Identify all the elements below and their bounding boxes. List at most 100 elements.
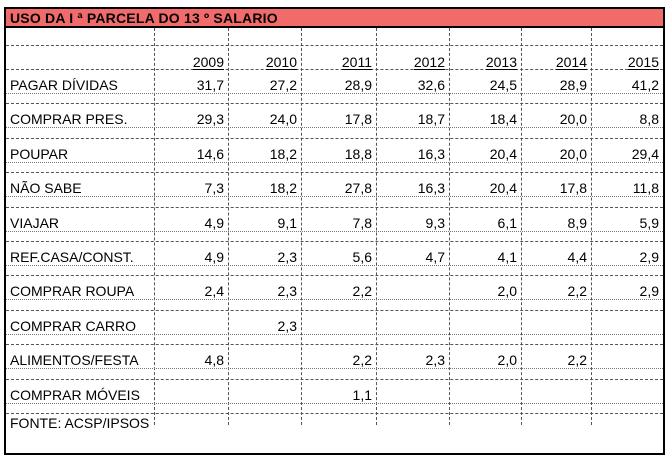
year-header: 2014	[555, 54, 587, 70]
row-label: POUPAR	[10, 145, 69, 162]
row-label: COMPRAR PRES.	[10, 111, 128, 128]
data-cell: 2,0	[497, 352, 517, 369]
data-cell: 20,0	[559, 111, 587, 128]
data-cell: 31,7	[196, 77, 224, 93]
data-cell: 32,6	[417, 77, 445, 93]
row-divider	[6, 402, 663, 404]
row-label: ALIMENTOS/FESTA	[10, 352, 139, 369]
data-cell: 24,0	[269, 111, 297, 128]
year-header: 2010	[265, 54, 297, 70]
data-cell: 4,9	[204, 249, 224, 265]
data-cell: 2,2	[352, 352, 372, 369]
row-divider	[6, 299, 663, 301]
year-header: 2013	[485, 54, 517, 70]
row-divider	[6, 69, 663, 70]
data-cell: 2,3	[425, 352, 445, 369]
table-title: USO DA I ª PARCELA DO 13 º SALARIO	[10, 10, 278, 26]
column-divider	[154, 28, 155, 425]
data-cell: 9,1	[277, 214, 297, 231]
data-cell: 2,9	[639, 283, 659, 300]
row-label: REF.CASA/CONST.	[10, 249, 134, 265]
row-divider	[6, 161, 663, 163]
data-cell: 16,3	[417, 180, 445, 197]
data-cell: 4,1	[497, 249, 517, 265]
data-cell: 29,4	[631, 145, 659, 162]
column-divider	[449, 28, 450, 425]
data-cell: 18,4	[489, 111, 517, 128]
row-divider	[6, 275, 663, 277]
data-cell: 41,2	[631, 77, 659, 93]
row-label: PAGAR DÍVIDAS	[10, 77, 118, 93]
row-divider	[6, 127, 663, 129]
data-cell: 18,7	[417, 111, 445, 128]
column-divider	[376, 28, 377, 425]
data-cell: 18,2	[269, 180, 297, 197]
row-divider	[6, 45, 663, 46]
data-cell: 2,2	[567, 352, 587, 369]
data-cell: 5,6	[352, 249, 372, 265]
column-divider	[301, 28, 302, 425]
row-divider	[6, 196, 663, 198]
column-divider	[591, 28, 592, 425]
row-divider	[6, 241, 663, 242]
data-cell: 2,3	[277, 283, 297, 300]
data-cell: 2,0	[497, 283, 517, 300]
row-divider	[6, 344, 663, 346]
row-label: COMPRAR MÓVEIS	[10, 386, 140, 403]
data-cell: 1,1	[352, 386, 372, 403]
row-divider	[6, 172, 663, 174]
data-cell: 20,0	[559, 145, 587, 162]
data-cell: 14,6	[196, 145, 224, 162]
row-divider	[6, 93, 663, 94]
data-cell: 4,8	[204, 352, 224, 369]
row-divider	[6, 333, 663, 335]
row-divider	[6, 413, 663, 414]
data-cell: 9,3	[425, 214, 445, 231]
data-cell: 2,3	[277, 317, 297, 334]
title-bar: USO DA I ª PARCELA DO 13 º SALARIO	[6, 9, 663, 28]
data-cell: 8,8	[639, 111, 659, 128]
data-cell: 2,4	[204, 283, 224, 300]
data-cell: 4,7	[425, 249, 445, 265]
survey-table: USO DA I ª PARCELA DO 13 º SALARIO 2009 2…	[4, 7, 665, 455]
row-divider	[6, 206, 663, 208]
year-header: 2015	[627, 54, 659, 70]
data-cell: 24,5	[489, 77, 517, 93]
row-divider	[6, 378, 663, 380]
row-label: COMPRAR CARRO	[10, 317, 137, 334]
data-cell: 5,9	[639, 214, 659, 231]
row-label: COMPRAR ROUPA	[10, 283, 135, 300]
data-cell: 2,3	[277, 249, 297, 265]
data-cell: 27,2	[269, 77, 297, 93]
row-divider	[6, 368, 663, 370]
data-cell: 28,9	[559, 77, 587, 93]
data-cell: 2,2	[567, 283, 587, 300]
data-cell: 27,8	[344, 180, 372, 197]
column-divider	[228, 28, 229, 425]
data-cell: 7,8	[352, 214, 372, 231]
data-cell: 29,3	[196, 111, 224, 128]
row-divider	[6, 309, 663, 311]
data-cell: 20,4	[489, 145, 517, 162]
year-header: 2012	[413, 54, 445, 70]
data-cell: 4,9	[204, 214, 224, 231]
data-cell: 2,2	[352, 283, 372, 300]
data-cell: 4,4	[567, 249, 587, 265]
data-cell: 6,1	[497, 214, 517, 231]
data-cell: 28,9	[344, 77, 372, 93]
column-divider	[521, 28, 522, 425]
data-cell: 17,8	[559, 180, 587, 197]
row-label: NÃO SABE	[10, 180, 82, 197]
row-divider	[6, 230, 663, 232]
row-label: VIAJAR	[10, 214, 60, 231]
row-divider	[6, 265, 663, 266]
data-cell: 2,9	[639, 249, 659, 265]
year-header: 2011	[341, 54, 372, 70]
row-divider	[6, 137, 663, 139]
source-footer: FONTE: ACSP/IPSOS	[10, 415, 150, 431]
data-cell: 7,3	[204, 180, 224, 197]
data-cell: 20,4	[489, 180, 517, 197]
year-header: 2009	[192, 54, 224, 70]
data-cell: 18,2	[269, 145, 297, 162]
data-cell: 18,8	[344, 145, 372, 162]
